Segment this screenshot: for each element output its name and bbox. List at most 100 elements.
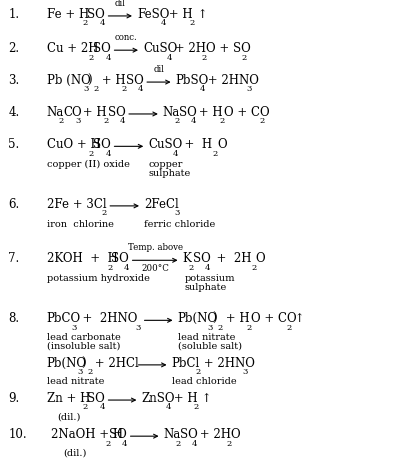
Text: O + SO: O + SO: [206, 42, 250, 55]
Text: PbCO: PbCO: [47, 312, 81, 325]
Text: 8.: 8.: [8, 312, 19, 325]
Text: lead nitrate: lead nitrate: [47, 377, 104, 386]
Text: CuSO: CuSO: [148, 138, 182, 151]
Text: 2FeCl: 2FeCl: [144, 198, 179, 211]
Text: 6.: 6.: [8, 198, 20, 211]
Text: (insoluble salt): (insoluble salt): [47, 342, 120, 351]
Text: 2: 2: [196, 368, 201, 376]
Text: 3: 3: [136, 324, 141, 332]
Text: Cu + 2H: Cu + 2H: [47, 42, 98, 55]
Text: 2: 2: [107, 264, 112, 272]
Text: 4: 4: [99, 19, 105, 27]
Text: CuO + H: CuO + H: [47, 138, 101, 151]
Text: Pb(NO: Pb(NO: [177, 312, 217, 325]
Text: 4: 4: [161, 19, 166, 27]
Text: 4: 4: [192, 439, 197, 447]
Text: +  2HNO: + 2HNO: [75, 312, 138, 325]
Text: 1.: 1.: [8, 8, 19, 21]
Text: 2: 2: [213, 150, 218, 158]
Text: SO: SO: [109, 428, 127, 441]
Text: ): ): [81, 357, 86, 370]
Text: 2: 2: [89, 53, 94, 61]
Text: O + CO: O + CO: [224, 106, 269, 119]
Text: 2: 2: [226, 439, 232, 447]
Text: lead chloride: lead chloride: [171, 377, 236, 386]
Text: conc.: conc.: [115, 33, 138, 42]
Text: Fe + H: Fe + H: [47, 8, 89, 21]
Text: 2: 2: [194, 403, 199, 411]
Text: O: O: [230, 428, 240, 441]
Text: + 2HNO: + 2HNO: [200, 357, 255, 370]
Text: 2: 2: [252, 264, 256, 272]
Text: 2: 2: [83, 403, 88, 411]
Text: SO: SO: [87, 392, 105, 405]
Text: O + CO: O + CO: [251, 312, 296, 325]
Text: 4: 4: [167, 53, 173, 61]
Text: ZnSO: ZnSO: [141, 392, 175, 405]
Text: 2.: 2.: [8, 42, 19, 55]
Text: SO: SO: [193, 252, 211, 265]
Text: SO: SO: [93, 138, 111, 151]
Text: 3: 3: [208, 324, 213, 332]
Text: 4: 4: [138, 85, 143, 93]
Text: 5.: 5.: [8, 138, 20, 151]
Text: sulphate: sulphate: [148, 169, 190, 178]
Text: ): ): [87, 74, 92, 87]
Text: 2NaOH + H: 2NaOH + H: [51, 428, 123, 441]
Text: 2: 2: [59, 117, 64, 125]
Text: + H: + H: [165, 8, 193, 21]
Text: ferric chloride: ferric chloride: [144, 219, 215, 228]
Text: 2: 2: [246, 324, 252, 332]
Text: SO: SO: [112, 252, 129, 265]
Text: + 2H: + 2H: [196, 428, 231, 441]
Text: 2: 2: [101, 209, 106, 217]
Text: 2: 2: [87, 368, 92, 376]
Text: + 2H: + 2H: [171, 42, 206, 55]
Text: 3: 3: [242, 368, 247, 376]
Text: 2: 2: [287, 324, 292, 332]
Text: + H: + H: [195, 106, 223, 119]
Text: 7.: 7.: [8, 252, 20, 265]
Text: 2: 2: [188, 264, 194, 272]
Text: 2: 2: [89, 150, 94, 158]
Text: dil: dil: [115, 0, 126, 8]
Text: 4: 4: [200, 85, 205, 93]
Text: iron  chlorine: iron chlorine: [47, 219, 114, 228]
Text: Na: Na: [163, 106, 180, 119]
Text: 4: 4: [123, 264, 129, 272]
Text: + H: + H: [222, 312, 250, 325]
Text: Pb(NO: Pb(NO: [47, 357, 87, 370]
Text: SO: SO: [87, 8, 105, 21]
Text: 4: 4: [121, 439, 127, 447]
Text: 3: 3: [77, 368, 82, 376]
Text: + 2HNO: + 2HNO: [204, 74, 259, 87]
Text: lead nitrate: lead nitrate: [177, 333, 235, 341]
Text: ↑: ↑: [194, 8, 207, 21]
Text: 2: 2: [242, 53, 247, 61]
Text: 2: 2: [175, 439, 181, 447]
Text: CuSO: CuSO: [143, 42, 177, 55]
Text: 2Fe + 3Cl: 2Fe + 3Cl: [47, 198, 106, 211]
Text: 2: 2: [175, 117, 180, 125]
Text: ↑: ↑: [291, 312, 304, 325]
Text: 4: 4: [120, 117, 125, 125]
Text: + H: + H: [98, 74, 125, 87]
Text: sulphate: sulphate: [185, 283, 227, 292]
Text: Na: Na: [164, 428, 181, 441]
Text: 2: 2: [219, 117, 225, 125]
Text: SO: SO: [179, 106, 197, 119]
Text: 4: 4: [105, 150, 111, 158]
Text: copper (II) oxide: copper (II) oxide: [47, 160, 130, 169]
Text: SO: SO: [93, 42, 111, 55]
Text: 3: 3: [246, 85, 252, 93]
Text: Na: Na: [47, 106, 64, 119]
Text: 4: 4: [205, 264, 210, 272]
Text: dil: dil: [153, 65, 164, 74]
Text: lead carbonate: lead carbonate: [47, 333, 120, 341]
Text: Pb (NO: Pb (NO: [47, 74, 90, 87]
Text: 4: 4: [172, 150, 178, 158]
Text: copper: copper: [148, 160, 183, 169]
Text: ↑: ↑: [198, 392, 212, 405]
Text: 4: 4: [191, 117, 197, 125]
Text: 3: 3: [174, 209, 179, 217]
